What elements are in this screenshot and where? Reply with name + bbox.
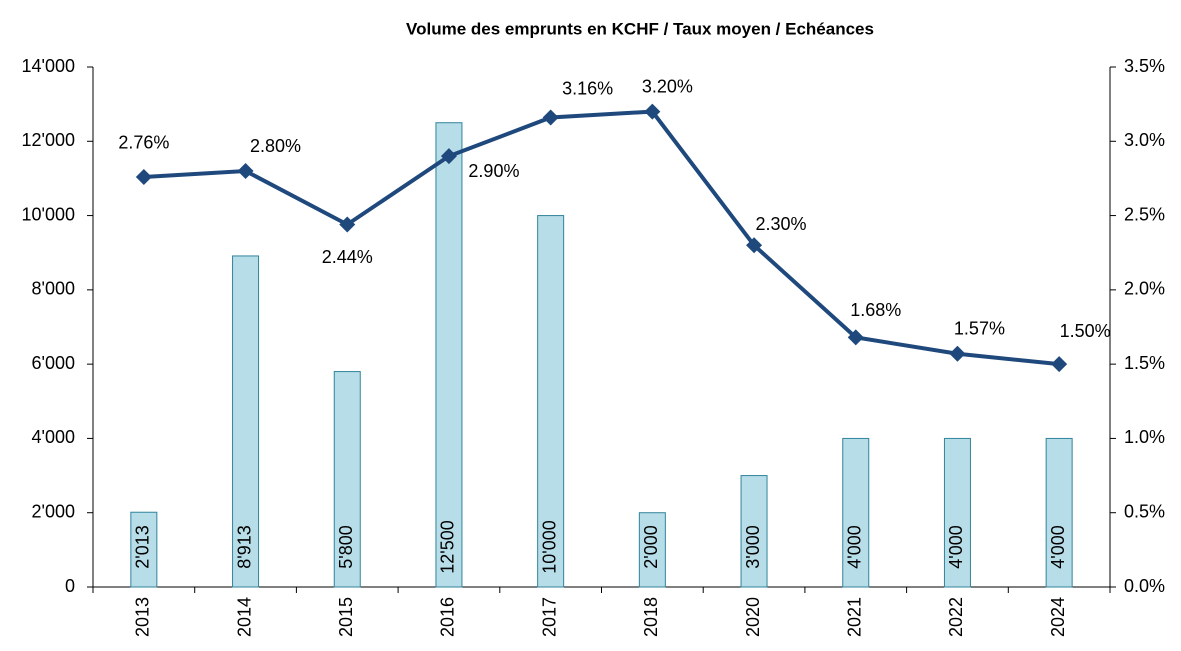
marker [339,216,356,233]
x-tick-label: 2016 [438,597,458,637]
bar-label: 5'800 [336,525,356,568]
bar [537,215,565,588]
y-tick-label: 10'000 [22,204,76,224]
marker [746,237,763,254]
bar-label: 2'000 [641,525,661,568]
bar-label: 4'000 [845,525,865,568]
bar-label: 2'013 [133,525,153,568]
marker [1051,356,1068,373]
bar [1045,437,1073,588]
bar-label: 8'913 [234,525,254,568]
marker [949,345,966,362]
y-tick-label: 6'000 [32,353,75,373]
marker [847,329,864,346]
y-tick-label: 4'000 [32,427,75,447]
marker [237,163,254,179]
bar-label: 4'000 [1048,525,1068,568]
line-label: 2.80% [250,136,301,156]
line-label: 1.57% [954,318,1005,338]
x-tick-label: 2021 [845,597,865,637]
y-tick-label: 2'000 [32,501,75,521]
y-tick-label: 8'000 [32,279,75,299]
x-tick-label: 2018 [641,597,661,637]
y2-tick-label: 0.5% [1124,501,1165,521]
line [143,109,1060,367]
marker [135,168,152,185]
x-tick-label: 2017 [539,597,559,637]
y-tick-label: 0 [65,576,75,596]
y2-tick-label: 1.0% [1124,427,1165,447]
line-label: 2.30% [756,214,807,234]
bar [333,371,361,588]
bar [842,437,870,588]
y-tick-label: 14'000 [22,56,76,76]
x-tick-label: 2022 [946,597,966,637]
y2-tick-label: 2.0% [1124,279,1165,299]
x-tick-label: 2015 [336,597,356,637]
bar-label: 10'000 [539,520,559,574]
bar [232,255,260,588]
chart-title: Volume des emprunts en KCHF / Taux moyen… [406,19,874,38]
marker [440,148,457,165]
x-tick-label: 2014 [234,597,254,637]
x-tick-label: 2024 [1048,597,1068,637]
line-label: 1.68% [850,300,901,320]
marker [644,103,661,120]
y2-tick-label: 3.0% [1124,130,1165,150]
x-tick-label: 2020 [743,597,763,637]
y-tick-label: 12'000 [22,130,76,150]
bar [638,512,666,588]
bar [740,475,768,588]
line-label: 3.16% [562,78,613,98]
line-label: 2.76% [118,133,169,153]
y2-tick-label: 0.0% [1124,576,1165,596]
marker [542,109,559,126]
bar [130,511,158,588]
bar [435,122,463,588]
bar-label: 4'000 [946,525,966,568]
bar [943,437,971,588]
line-label: 3.20% [642,76,693,96]
bar-label: 12'500 [438,520,458,574]
y2-tick-label: 1.5% [1124,353,1165,373]
y2-tick-label: 3.5% [1124,56,1165,76]
line-label: 2.90% [468,161,519,181]
y2-tick-label: 2.5% [1124,204,1165,224]
line-label: 2.44% [322,247,373,267]
x-tick-label: 2013 [133,597,153,637]
line-label: 1.50% [1060,321,1111,341]
bar-label: 3'000 [743,525,763,568]
